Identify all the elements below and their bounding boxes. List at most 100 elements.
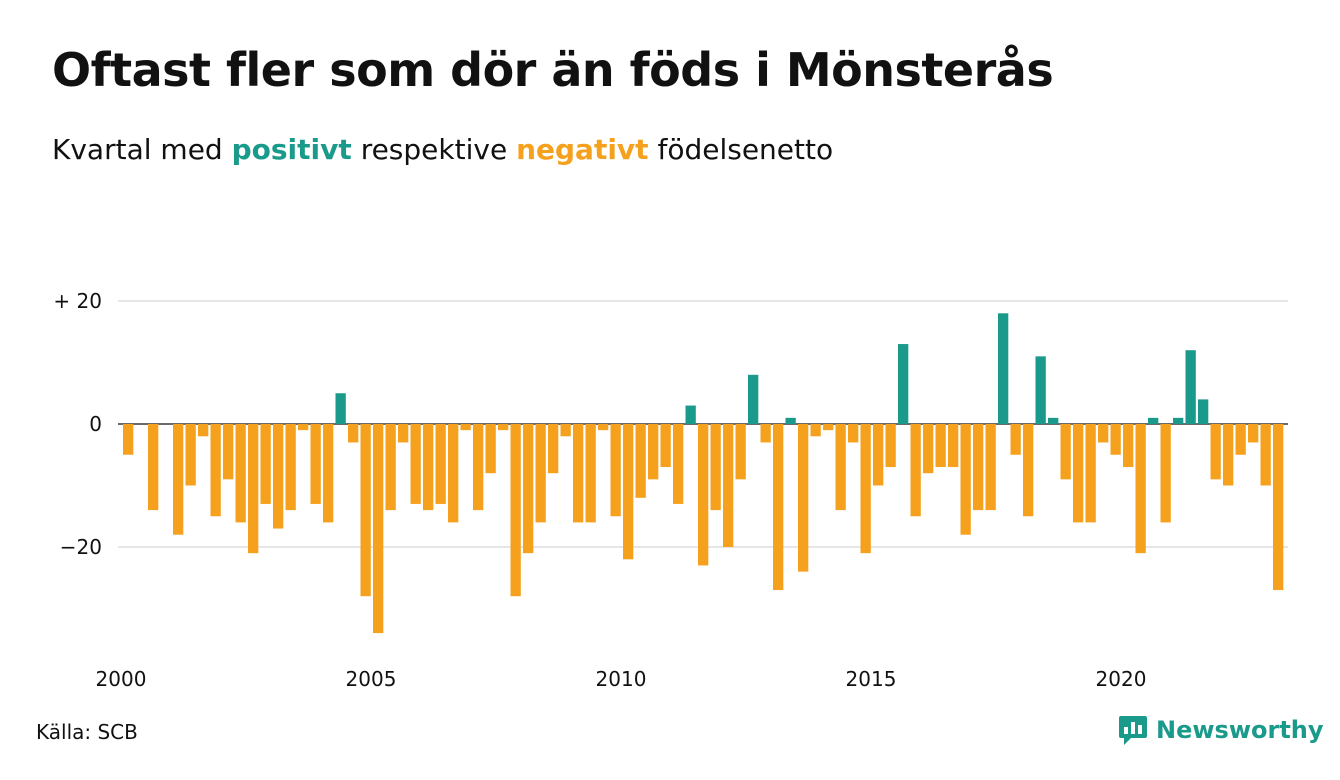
bar-negative [1123,424,1134,468]
bar-negative [910,424,921,517]
bar-negative [1010,424,1021,455]
bar-negative [248,424,259,554]
bar-negative [623,424,634,560]
bar-negative [598,424,609,431]
source-note: Källa: SCB [36,720,138,744]
bar-negative [823,424,834,431]
bar-negative [573,424,584,523]
bar-negative [760,424,771,443]
subtitle-middle: respektive [360,133,508,166]
bar-negative [348,424,359,443]
bar-negative [1110,424,1121,455]
bar-negative [285,424,296,511]
bar-positive [1185,350,1196,424]
bar-negative [1260,424,1271,486]
bar-negative [560,424,571,437]
bar-negative [985,424,996,511]
bar-negative [1085,424,1096,523]
bar-negative [473,424,484,511]
bar-negative [1135,424,1146,554]
bar-negative [1248,424,1259,443]
bar-negative [1160,424,1171,523]
bar-negative [935,424,946,468]
bar-negative [585,424,596,523]
subtitle-suffix: födelsenetto [657,133,834,166]
bar-negative [310,424,321,504]
bar-negative [323,424,334,523]
x-tick-label: 2020 [1096,667,1147,691]
bar-negative [1098,424,1109,443]
x-tick-label: 2010 [596,667,647,691]
bar-negative [223,424,234,480]
bar-negative [648,424,659,480]
chart-subtitle: Kvartal med positivt respektive negativt… [52,130,833,170]
bar-negative [448,424,459,523]
bar-negative [410,424,421,504]
bar-negative [948,424,959,468]
bar-negative [173,424,184,535]
bar-negative [548,424,559,474]
bar-negative [810,424,821,437]
bar-negative [435,424,446,504]
bar-negative [398,424,409,443]
subtitle-positive-label: positivt [231,133,352,166]
bar-negative [460,424,471,431]
bar-negative [185,424,196,486]
bar-negative [660,424,671,468]
bar-negative [923,424,934,474]
brand-name: Newsworthy [1156,716,1324,744]
newsworthy-logo-icon [1119,716,1147,745]
bar-positive [335,393,346,424]
bar-positive [1035,356,1046,424]
bar-negative [848,424,859,443]
bar-negative [723,424,734,547]
bar-positive [998,313,1009,424]
bar-negative [835,424,846,511]
bar-negative [1023,424,1034,517]
y-tick-label: −20 [60,535,102,559]
bar-negative [535,424,546,523]
bar-negative [873,424,884,486]
bar-positive [1148,417,1159,424]
x-tick-label: 2015 [846,667,897,691]
x-tick-label: 2005 [346,667,397,691]
bar-negative [273,424,284,529]
bar-negative [1060,424,1071,480]
bar-negative [885,424,896,468]
axis-labels: + 20 0 −20 2000 2005 2010 2015 2020 [53,289,1146,691]
newsworthy-logo[interactable]: Newsworthy [1118,714,1324,746]
bar-negative [1223,424,1234,486]
bar-negative [210,424,221,517]
bar-positive [785,417,796,424]
bar-negative [973,424,984,511]
y-tick-label: + 20 [53,289,102,313]
bar-positive [1048,417,1059,424]
chart-title: Oftast fler som dör än föds i Mönsterås [52,43,1054,97]
x-tick-label: 2000 [96,667,147,691]
bar-negative [1210,424,1221,480]
bar-negative [735,424,746,480]
bar-negative [148,424,159,511]
subtitle-prefix: Kvartal med [52,133,223,166]
bar-negative [960,424,971,535]
bar-negative [360,424,371,597]
subtitle-negative-label: negativt [516,133,649,166]
bar-negative [610,424,621,517]
bar-positive [685,405,696,424]
bars [123,313,1284,634]
bar-negative [523,424,534,554]
bar-negative [510,424,521,597]
bar-negative [235,424,246,523]
bar-positive [1173,417,1184,424]
bar-negative [1273,424,1284,591]
bar-negative [485,424,496,474]
bar-negative [1235,424,1246,455]
bar-negative [773,424,784,591]
bar-negative [498,424,509,431]
bar-negative [123,424,134,455]
bar-negative [373,424,384,634]
bar-negative [198,424,209,437]
bar-negative [710,424,721,511]
bar-negative [698,424,709,566]
